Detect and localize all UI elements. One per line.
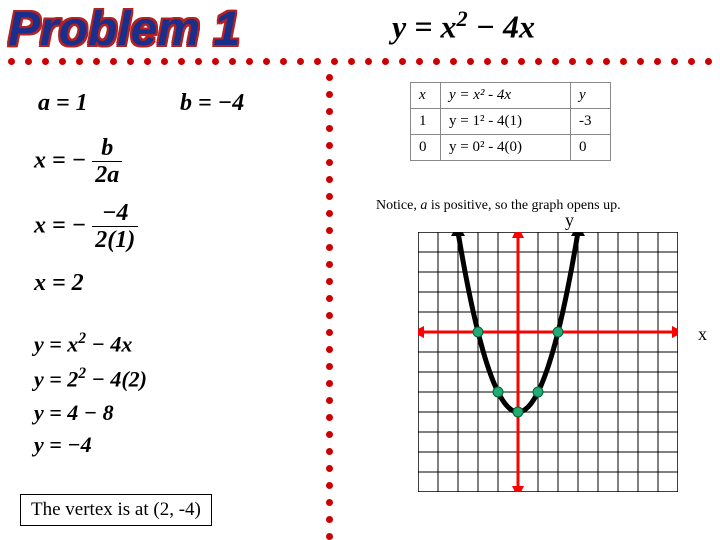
vertex-formula: x = − b2a bbox=[34, 135, 122, 189]
graph bbox=[418, 232, 678, 497]
table-cell: y = 1² - 4(1) bbox=[441, 109, 571, 135]
y-eval-line4: y = −4 bbox=[34, 432, 92, 458]
b-equation: b = −4 bbox=[180, 90, 244, 117]
table-cell: 0 bbox=[411, 135, 441, 161]
table-row: 0y = 0² - 4(0)0 bbox=[411, 135, 611, 161]
table-cell: y = 0² - 4(0) bbox=[441, 135, 571, 161]
main-equation: y = x2 − 4x bbox=[392, 6, 535, 46]
value-table: xy = x² - 4xy1y = 1² - 4(1)-30y = 0² - 4… bbox=[410, 82, 611, 161]
divider-horizontal bbox=[8, 58, 712, 65]
table-header-cell: y bbox=[571, 83, 611, 109]
x-axis-label: x bbox=[698, 324, 707, 345]
y-eval-line3: y = 4 − 8 bbox=[34, 400, 114, 426]
vertex-statement: The vertex is at (2, -4) bbox=[20, 494, 212, 526]
vertex-x-result: x = 2 bbox=[34, 270, 84, 297]
vertex-substitution: x = − −42(1) bbox=[34, 200, 138, 254]
table-cell: 0 bbox=[571, 135, 611, 161]
table-row: xy = x² - 4xy bbox=[411, 83, 611, 109]
y-eval-line1: y = x2 − 4x bbox=[34, 330, 132, 357]
a-equation: a = 1 bbox=[38, 90, 88, 117]
y-axis-label: y bbox=[565, 210, 574, 231]
divider-vertical bbox=[326, 74, 333, 540]
table-row: 1y = 1² - 4(1)-3 bbox=[411, 109, 611, 135]
table-cell: 1 bbox=[411, 109, 441, 135]
notice-text: Notice, a is positive, so the graph open… bbox=[376, 198, 621, 214]
table-header-cell: x bbox=[411, 83, 441, 109]
page-title: Problem 1 bbox=[8, 2, 240, 57]
y-eval-line2: y = 22 − 4(2) bbox=[34, 365, 147, 392]
table-cell: -3 bbox=[571, 109, 611, 135]
table-header-cell: y = x² - 4x bbox=[441, 83, 571, 109]
